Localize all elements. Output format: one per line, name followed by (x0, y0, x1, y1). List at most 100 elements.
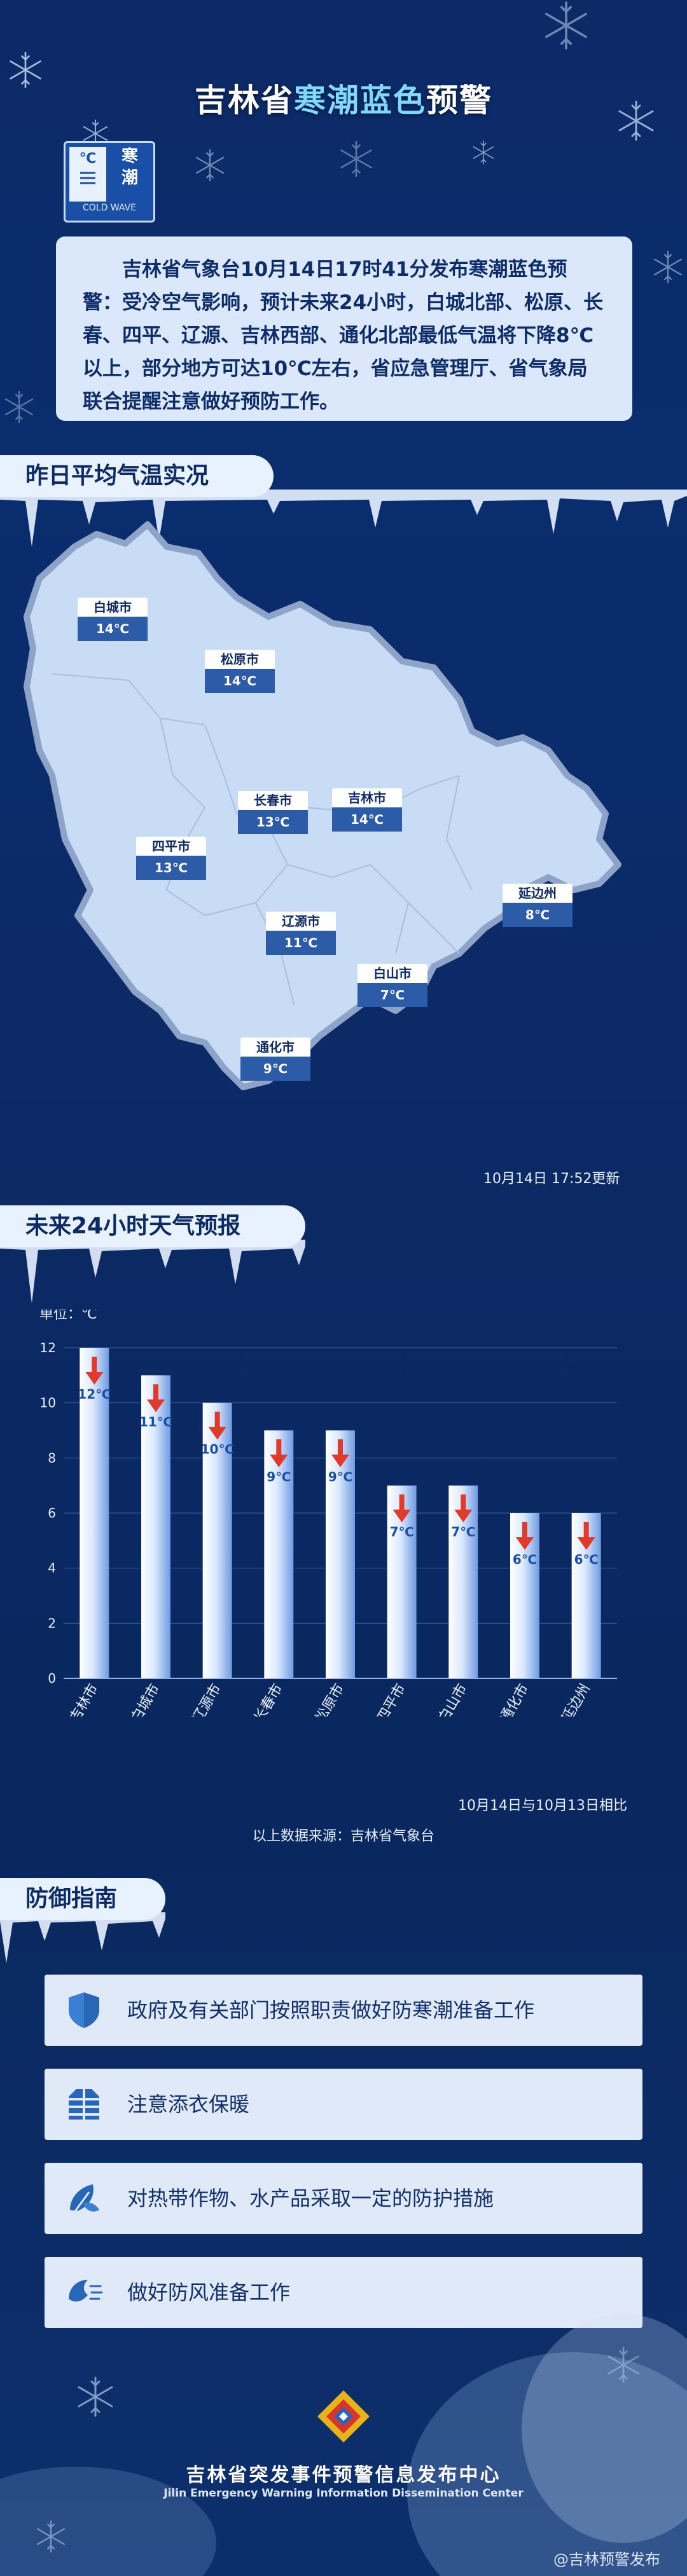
city-temp: 13℃ (136, 856, 206, 880)
city-liaoyuan: 辽源市 11℃ (266, 912, 336, 955)
forecast-chart-svg: 单位：℃ 0 2 4 6 8 10 12 12℃ 11℃ 10℃ 9℃ 9℃ 7℃ 7℃ 6℃ 6℃ 吉林市… (39, 1306, 617, 1725)
forecast-chart: 单位：℃ 0 2 4 6 8 10 12 12℃ 11℃ 10℃ 9℃ 9℃ 7℃ 7℃ 6℃ 6℃ 吉林市… (0, 1306, 687, 1725)
chart-category-label: 通化市 (497, 1682, 532, 1717)
chart-bar (141, 1375, 170, 1678)
chart-ytick-label: 0 (48, 1671, 56, 1686)
city-temp: 8℃ (503, 903, 572, 927)
guide-text: 注意添衣保暖 (127, 2092, 250, 2116)
chart-data-label: 11℃ (139, 1414, 172, 1429)
chart-category-label: 白山市 (436, 1682, 471, 1717)
icicle-decoration (0, 490, 687, 547)
chart-down-arrow-head-icon (208, 1427, 226, 1440)
footer-org-en: Jilin Emergency Warning Information Diss… (163, 2487, 524, 2500)
chart-down-arrow-head-icon (577, 1537, 595, 1550)
city-name: 白城市 (78, 598, 148, 617)
chart-unit-label: 单位：℃ (39, 1310, 97, 1322)
city-temp: 13℃ (238, 810, 308, 834)
chart-data-label: 9℃ (267, 1469, 291, 1484)
city-tonghua: 通化市 9℃ (240, 1038, 310, 1081)
chart-category-label: 长春市 (251, 1682, 286, 1717)
chart-bar (264, 1430, 294, 1678)
source-note: 以上数据来源：吉林省气象台 (252, 1828, 434, 1844)
chart-down-arrow-head-icon (147, 1399, 165, 1413)
badge-symbol-panel: ℃ (69, 147, 106, 202)
guide-item-government: 政府及有关部门按照职责做好防寒潮准备工作 (45, 1975, 642, 2046)
guide-text: 对热带作物、水产品采取一定的防护措施 (127, 2186, 494, 2210)
center-logo (317, 2390, 370, 2442)
chart-bar (80, 1348, 109, 1678)
chart-category-label: 延边州 (559, 1682, 593, 1717)
chart-ytick-label: 12 (40, 1340, 56, 1355)
chart-data-label: 10℃ (201, 1442, 234, 1457)
shield-icon (69, 1992, 99, 2028)
chart-category-label: 松原市 (313, 1682, 348, 1717)
chart-ytick-label: 8 (48, 1450, 56, 1465)
weibo-watermark: @吉林预警发布 (553, 2551, 660, 2568)
chart-down-arrow-icon (153, 1384, 158, 1401)
chart-ytick-label: 6 (48, 1505, 56, 1521)
chart-category-label: 白城市 (128, 1682, 163, 1717)
city-name: 通化市 (240, 1038, 310, 1057)
badge-symbol: ℃ (79, 151, 97, 167)
city-temp: 14℃ (332, 807, 402, 832)
chart-ytick-label: 10 (40, 1395, 56, 1411)
city-baicheng: 白城市 14℃ (78, 598, 148, 641)
chart-down-arrow-icon (399, 1494, 405, 1511)
title-highlight: 寒潮蓝色 (294, 82, 426, 119)
chart-down-arrow-icon (461, 1494, 466, 1511)
chart-down-arrow-head-icon (392, 1509, 411, 1523)
city-temp: 11℃ (266, 931, 336, 955)
footer-org-name: 吉林省突发事件预警信息发布中心 (186, 2464, 501, 2486)
city-siping: 四平市 13℃ (136, 837, 206, 880)
badge-en: COLD WAVE (82, 203, 136, 213)
chart-category-label: 辽源市 (190, 1682, 225, 1717)
city-songyuan: 松原市 14℃ (205, 650, 275, 693)
guide-text: 做好防风准备工作 (127, 2280, 291, 2305)
city-name: 辽源市 (266, 912, 336, 931)
chart-down-arrow-icon (522, 1522, 527, 1538)
guide-item-wind: 做好防风准备工作 (45, 2257, 642, 2328)
chart-down-arrow-head-icon (270, 1455, 288, 1467)
chart-down-arrow-icon (583, 1522, 589, 1538)
jilin-map-shape (24, 521, 621, 1090)
province-map: 白城市 14℃ 松原市 14℃ 长春市 13℃ 吉林市 14℃ 四平市 13℃ … (14, 509, 663, 1144)
city-name: 白山市 (357, 964, 427, 983)
chart-bar (326, 1430, 355, 1678)
city-temp: 14℃ (205, 669, 275, 693)
update-time: 10月14日 17:52更新 (483, 1171, 620, 1187)
warning-notice: 吉林省气象台10月14日17时41分发布寒潮蓝色预警：受冷空气影响，预计未来24… (56, 236, 632, 421)
chart-ytick-label: 4 (48, 1561, 56, 1576)
city-name: 延边州 (503, 884, 572, 903)
city-temp: 14℃ (78, 617, 148, 641)
chart-bar (202, 1402, 232, 1678)
coat-icon (69, 2089, 99, 2120)
icicle-decoration (0, 1240, 305, 1303)
guide-item-crops: 对热带作物、水产品采取一定的防护措施 (45, 2163, 642, 2234)
city-yanbian: 延边州 8℃ (503, 884, 572, 927)
city-temp: 7℃ (357, 983, 427, 1007)
page-title: 吉林省寒潮蓝色预警 (0, 75, 687, 121)
guide-text: 政府及有关部门按照职责做好防寒潮准备工作 (127, 1998, 535, 2022)
chart-down-arrow-icon (92, 1357, 97, 1373)
wind-icon (69, 2280, 103, 2302)
chart-down-arrow-icon (276, 1439, 282, 1456)
city-name: 松原市 (205, 650, 275, 669)
city-jilin: 吉林市 14℃ (332, 788, 402, 832)
city-changchun: 长春市 13℃ (238, 791, 308, 834)
snowflake-small-icon (80, 172, 95, 184)
city-name: 吉林市 (332, 788, 402, 807)
chart-down-arrow-head-icon (331, 1455, 349, 1467)
plant-protection-icon (70, 2184, 99, 2216)
icicle-decoration (0, 1912, 165, 1963)
chart-data-label: 7℃ (390, 1524, 414, 1540)
city-temp: 9℃ (240, 1057, 310, 1081)
chart-down-arrow-icon (214, 1411, 220, 1428)
title-prefix: 吉林省 (195, 82, 294, 119)
city-baishan: 白山市 7℃ (357, 964, 427, 1007)
compare-note: 10月14日与10月13日相比 (458, 1798, 627, 1814)
frost-tree-decoration (0, 2314, 687, 2576)
chart-data-label: 7℃ (451, 1524, 475, 1540)
chart-down-arrow-icon (338, 1439, 343, 1456)
chart-data-label: 9℃ (328, 1469, 352, 1484)
chart-ytick-label: 2 (48, 1615, 56, 1631)
